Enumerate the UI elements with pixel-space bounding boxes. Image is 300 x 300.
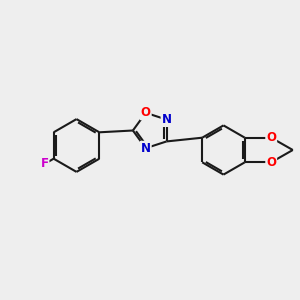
Text: O: O [266, 156, 276, 169]
Text: O: O [141, 106, 151, 119]
Text: N: N [141, 142, 151, 155]
Text: O: O [266, 131, 276, 144]
Text: N: N [161, 113, 172, 126]
Text: F: F [40, 158, 49, 170]
